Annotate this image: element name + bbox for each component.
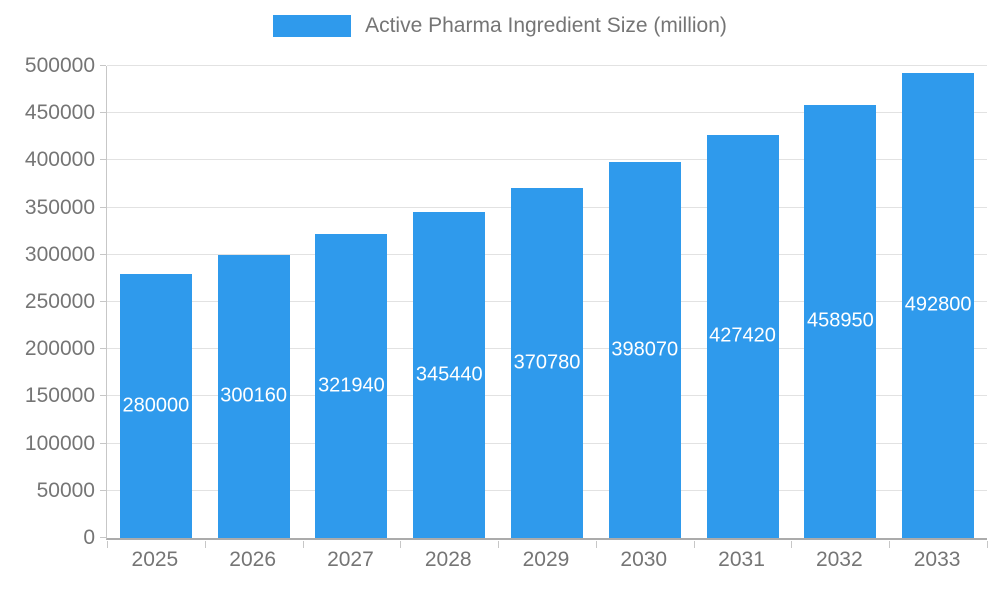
y-axis-tick <box>100 159 106 161</box>
bar: 427420 <box>706 134 779 538</box>
y-axis-label: 300000 <box>24 242 95 266</box>
gridline <box>107 159 987 161</box>
bar-value-label: 345440 <box>415 363 483 386</box>
bar-value-label: 492800 <box>904 293 972 316</box>
bar: 280000 <box>119 273 192 538</box>
x-axis-tick <box>987 541 988 548</box>
bar-value-label: 321940 <box>318 374 385 397</box>
bar: 345440 <box>413 211 486 538</box>
y-axis-tick <box>100 537 106 538</box>
gridline <box>107 112 987 114</box>
y-axis-tick <box>100 253 106 255</box>
y-axis: 0 50000 100000 150000 200000 250000 300000 3500… <box>0 54 95 549</box>
x-axis-tick <box>693 541 695 548</box>
legend-label: Active Pharma Ingredient Size (million) <box>365 14 727 37</box>
x-axis-label: 2033 <box>913 548 961 571</box>
x-axis: 2025 2026 2027 2028 2029 2030 2031 2032 2033 <box>106 548 986 580</box>
x-axis-tick <box>400 541 402 548</box>
x-axis-label: 2031 <box>718 548 765 571</box>
bar: 458950 <box>804 104 877 538</box>
y-axis-tick <box>100 442 106 444</box>
y-axis-label: 200000 <box>24 337 95 361</box>
bar-value-label: 427420 <box>709 324 776 347</box>
bar: 321940 <box>315 234 388 538</box>
bar-value-label: 458950 <box>806 309 874 332</box>
x-axis-tick <box>791 541 793 548</box>
x-axis-label: 2025 <box>131 548 179 571</box>
bar-value-label: 300160 <box>220 384 288 407</box>
legend: Active Pharma Ingredient Size (million) <box>0 14 1000 38</box>
y-axis-label: 50000 <box>36 478 95 502</box>
x-axis-label: 2032 <box>815 548 863 571</box>
bar-value-label: 280000 <box>122 394 190 417</box>
y-axis-label: 100000 <box>24 431 95 455</box>
x-axis-tick <box>595 541 597 548</box>
plot-area: 280000 300160 321940 345440 370780 398070 4274… <box>100 65 988 548</box>
y-axis-tick <box>100 489 106 491</box>
y-axis-tick <box>100 65 106 66</box>
x-axis-label: 2028 <box>424 548 472 571</box>
y-axis-tick <box>100 112 106 114</box>
legend-swatch <box>273 15 352 37</box>
x-axis-tick <box>204 541 206 548</box>
y-axis-label: 350000 <box>24 195 95 219</box>
bar: 370780 <box>511 187 583 538</box>
y-axis-tick <box>100 395 106 397</box>
x-axis-tick <box>498 541 500 548</box>
bar-value-label: 398070 <box>611 338 679 361</box>
gridline <box>107 65 987 66</box>
y-axis-tick <box>100 301 106 302</box>
y-axis-tick <box>100 348 106 350</box>
x-axis-label: 2027 <box>327 548 374 571</box>
y-axis-label: 250000 <box>24 290 95 313</box>
y-axis-label: 500000 <box>24 54 95 77</box>
x-axis-label: 2029 <box>522 548 570 571</box>
bar: 300160 <box>217 254 290 538</box>
bar: 398070 <box>608 162 681 538</box>
y-axis-label: 400000 <box>24 148 95 172</box>
x-axis-tick <box>107 541 108 548</box>
y-axis-label: 450000 <box>24 101 95 125</box>
x-axis-label: 2030 <box>620 548 668 571</box>
y-axis-label: 0 <box>83 526 95 549</box>
y-axis-label: 150000 <box>24 384 95 408</box>
bar-value-label: 370780 <box>513 351 581 374</box>
y-axis-tick <box>100 206 106 208</box>
x-axis-tick <box>302 541 304 548</box>
x-axis-tick <box>889 541 891 548</box>
bar: 492800 <box>902 72 975 538</box>
x-axis-label: 2026 <box>229 548 276 571</box>
